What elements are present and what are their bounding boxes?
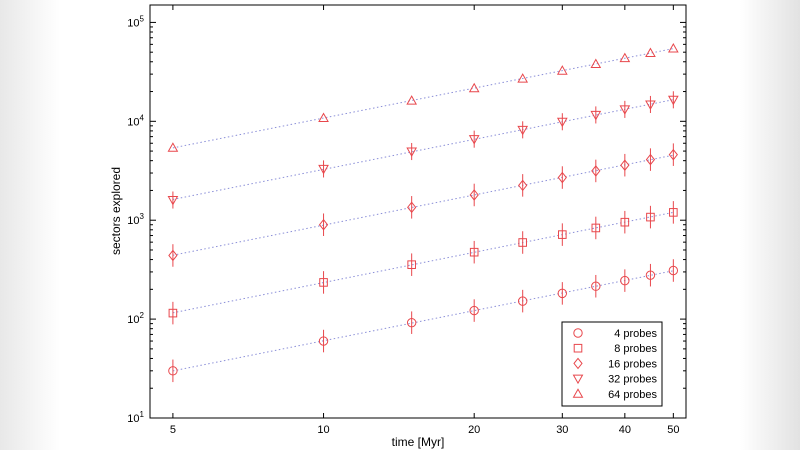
x-tick-label: 50: [667, 424, 679, 436]
data-point: [469, 247, 479, 257]
data-point: [668, 148, 678, 161]
data-point: [168, 366, 178, 376]
x-tick-label: 40: [619, 424, 631, 436]
data-point: [469, 305, 479, 316]
x-tick-label: 5: [170, 424, 176, 436]
data-point: [318, 218, 329, 231]
x-axis-ticks: 5 10 20 30 40 50: [170, 5, 679, 436]
data-point: [319, 278, 328, 287]
fit-line-2: [172, 211, 674, 314]
data-point: [517, 73, 529, 83]
y-tick-label: 105: [127, 14, 144, 29]
data-point: [556, 117, 568, 128]
x-tick-label: 30: [556, 424, 568, 436]
data-point: [620, 217, 630, 227]
data-point: [667, 42, 679, 53]
y-axis-ticks: 101 102 103 104 105: [127, 14, 686, 425]
data-point: [318, 112, 329, 123]
data-point: [590, 110, 602, 121]
data-point: [591, 165, 601, 177]
legend-label: 8 probes: [614, 343, 657, 355]
y-tick-label: 103: [127, 212, 144, 227]
x-tick-label: 20: [468, 424, 480, 436]
legend-label: 32 probes: [608, 374, 657, 386]
data-point: [318, 336, 329, 346]
legend-marker: [572, 388, 584, 398]
data-point: [620, 275, 630, 286]
legend-box: [561, 321, 663, 407]
legend-label: 4 probes: [614, 328, 657, 340]
fit-line-1: [172, 270, 674, 372]
legend: 4 probes 8 probes 16 probes 32 probes 64 pro…: [561, 321, 663, 407]
data-point: [469, 189, 479, 201]
data-point: [168, 249, 178, 262]
legend-marker: [572, 374, 584, 385]
data-point: [668, 265, 679, 276]
data-point: [645, 153, 656, 166]
legend-marker: [573, 343, 583, 353]
fit-lines: [172, 48, 674, 372]
legend-marker: [573, 357, 583, 370]
data-point: [667, 95, 679, 106]
data-point: [167, 142, 179, 152]
data-point: [168, 308, 178, 318]
data-point: [645, 100, 656, 110]
legend-label: 64 probes: [608, 389, 657, 401]
data-point: [517, 125, 529, 136]
x-axis-label: time [Myr]: [392, 435, 445, 449]
data-markers: [167, 42, 679, 383]
y-tick-label: 102: [127, 311, 144, 326]
data-point: [557, 288, 568, 299]
legend-label: 16 probes: [608, 358, 657, 370]
fit-line-4: [172, 99, 674, 200]
legend-marker: [573, 328, 583, 338]
data-point: [590, 58, 602, 68]
data-point: [517, 296, 528, 306]
y-axis-label: sectors explored: [109, 167, 123, 255]
x-tick-label: 10: [317, 424, 329, 436]
data-point: [645, 270, 656, 280]
data-point: [406, 317, 417, 328]
data-point: [406, 95, 418, 105]
data-point: [556, 65, 568, 75]
data-point: [468, 82, 480, 93]
fit-line-5: [172, 48, 674, 149]
data-point: [407, 201, 417, 214]
fit-line-3: [172, 154, 674, 256]
data-point: [558, 230, 567, 239]
data-point: [620, 159, 630, 171]
data-point: [518, 179, 528, 192]
data-point: [669, 208, 678, 217]
data-point: [468, 135, 480, 145]
data-point: [645, 47, 656, 58]
y-tick-label: 101: [127, 410, 144, 425]
data-point: [646, 212, 655, 222]
data-point: [406, 147, 418, 158]
data-point: [407, 260, 416, 269]
data-point: [518, 238, 527, 247]
data-point: [557, 171, 567, 184]
data-point: [619, 105, 631, 115]
data-point: [591, 223, 601, 233]
data-point: [318, 164, 329, 175]
y-tick-label: 104: [127, 113, 144, 128]
data-point: [619, 52, 631, 63]
data-point: [591, 281, 601, 291]
data-point: [167, 196, 179, 206]
